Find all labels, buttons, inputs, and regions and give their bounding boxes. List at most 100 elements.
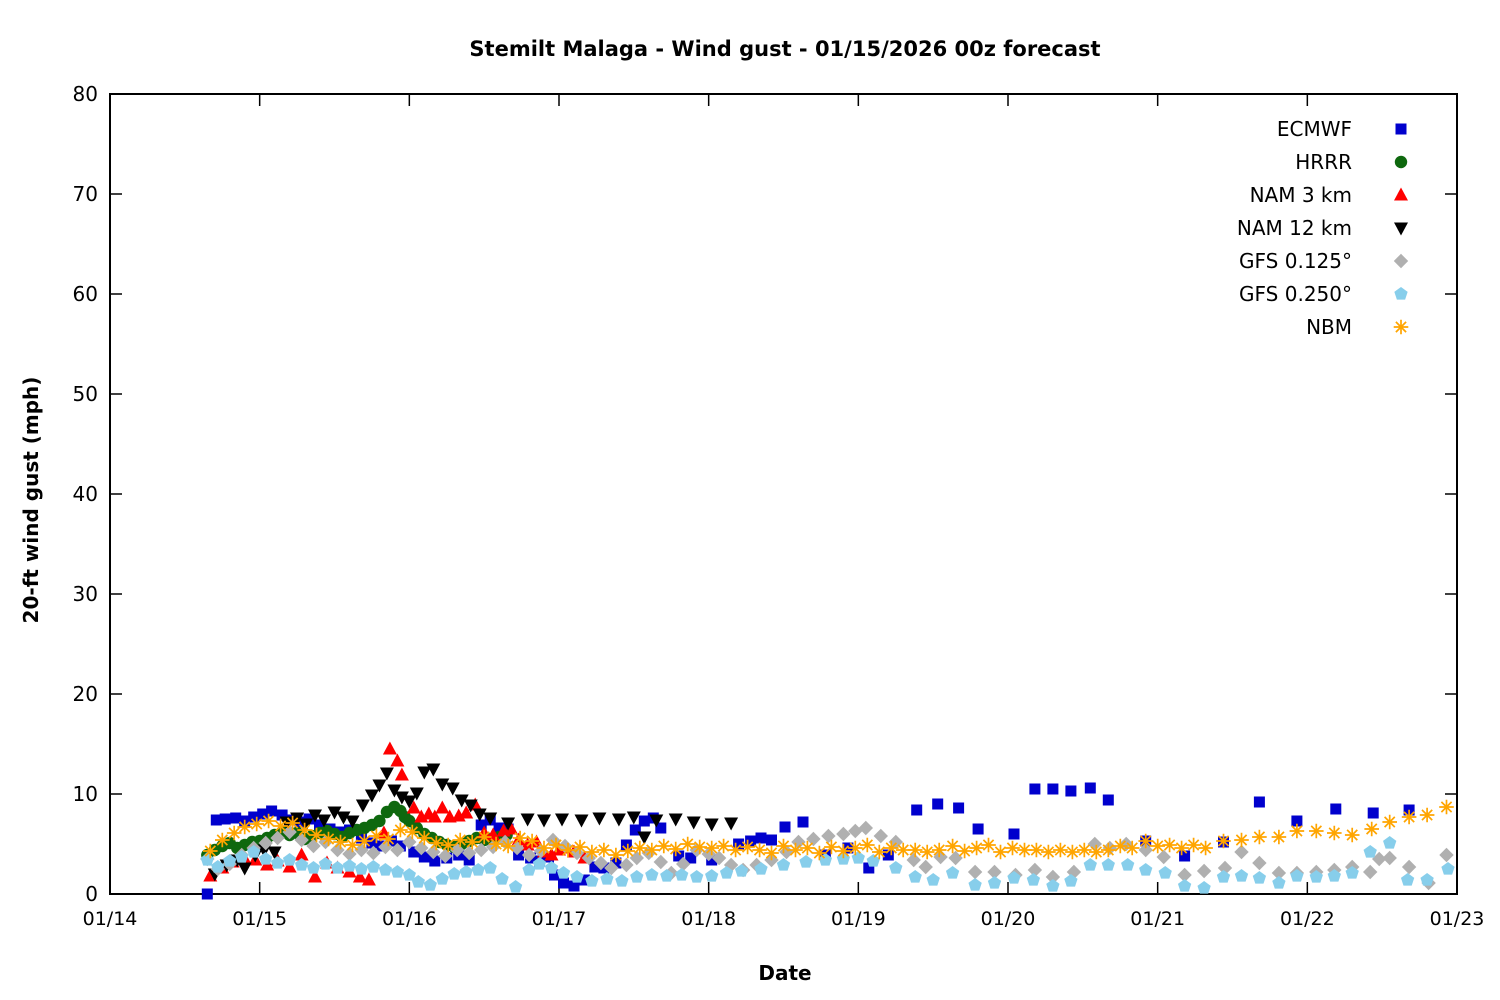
data-point-marker — [471, 863, 485, 876]
data-point-marker — [1027, 862, 1043, 878]
y-tick-label: 80 — [73, 82, 98, 106]
data-point-marker — [454, 794, 469, 808]
data-point-marker — [237, 819, 252, 835]
data-point-marker — [799, 855, 813, 868]
data-point-marker — [592, 812, 607, 826]
data-point-marker — [1363, 845, 1377, 858]
x-tick-label: 01/23 — [1430, 908, 1485, 930]
data-point-marker — [402, 868, 416, 881]
x-tick-label: 01/17 — [532, 908, 587, 930]
data-point-marker — [1330, 803, 1342, 815]
data-point-marker — [476, 829, 492, 845]
data-point-marker — [1439, 847, 1454, 863]
data-point-marker — [1047, 783, 1059, 795]
data-point-marker — [495, 872, 509, 885]
data-point-marker — [1138, 842, 1153, 858]
data-point-marker — [475, 819, 487, 831]
data-point-marker — [1289, 823, 1305, 839]
data-point-marker — [1400, 873, 1415, 886]
y-tick-label: 50 — [73, 382, 98, 406]
data-point-marker — [953, 802, 965, 814]
data-point-marker — [355, 799, 370, 813]
gfs-0-125-marker-icon — [1393, 253, 1409, 269]
data-point-marker — [1029, 842, 1044, 858]
data-point-marker — [926, 873, 940, 886]
data-point-marker — [1017, 842, 1032, 858]
data-point-marker — [472, 808, 487, 822]
data-point-marker — [294, 847, 309, 861]
data-point-marker — [210, 814, 222, 826]
data-point-marker — [630, 870, 644, 883]
data-point-marker — [610, 857, 622, 869]
data-point-marker — [629, 824, 641, 836]
x-tick-label: 01/22 — [1280, 908, 1335, 930]
data-point-marker — [655, 822, 667, 834]
data-point-marker — [863, 862, 875, 874]
data-point-marker — [1327, 869, 1341, 882]
data-point-marker — [352, 869, 367, 883]
data-point-marker — [459, 865, 473, 878]
data-point-marker — [560, 842, 576, 858]
data-point-marker — [520, 813, 535, 827]
data-point-marker — [1041, 844, 1056, 860]
data-point-marker — [1401, 859, 1417, 875]
data-point-marker — [409, 787, 424, 801]
data-point-marker — [668, 841, 684, 857]
data-point-marker — [764, 845, 779, 861]
legend-item-nam-3-km: NAM 3 km — [1250, 183, 1408, 207]
data-point-marker — [394, 791, 409, 805]
data-point-marker — [512, 830, 528, 846]
y-tick-label: 40 — [73, 482, 98, 506]
data-point-marker — [235, 850, 249, 863]
data-point-marker — [608, 847, 624, 863]
data-point-marker — [600, 872, 614, 885]
data-point-marker — [426, 844, 441, 860]
data-point-marker — [1158, 866, 1172, 879]
data-point-marker — [987, 876, 1002, 889]
data-point-marker — [882, 849, 894, 861]
data-point-marker — [247, 845, 261, 858]
data-point-marker — [749, 857, 764, 873]
data-point-marker — [1177, 867, 1192, 883]
data-point-marker — [308, 809, 322, 823]
data-point-marker — [294, 816, 306, 828]
data-point-marker — [1271, 865, 1287, 881]
data-point-marker — [452, 832, 468, 848]
legend-label: GFS 0.125° — [1239, 249, 1352, 273]
data-point-marker — [1252, 855, 1267, 871]
data-point-marker — [957, 843, 972, 859]
data-point-marker — [544, 861, 559, 874]
data-point-marker — [270, 830, 285, 846]
data-point-marker — [483, 861, 497, 874]
data-point-marker — [1344, 827, 1360, 843]
data-point-marker — [509, 840, 525, 856]
data-point-marker — [1064, 874, 1078, 887]
data-point-marker — [776, 838, 791, 854]
data-point-marker — [1364, 821, 1379, 837]
data-point-marker — [1083, 858, 1097, 871]
data-point-marker — [945, 838, 960, 854]
data-point-marker — [1084, 782, 1096, 794]
data-point-marker — [549, 869, 560, 881]
data-point-marker — [366, 845, 381, 861]
data-point-marker — [1363, 864, 1378, 880]
legend-item-gfs-0-125: GFS 0.125° — [1239, 249, 1409, 273]
data-point-marker — [267, 846, 282, 860]
data-point-marker — [501, 817, 516, 831]
data-point-marker — [611, 813, 626, 827]
data-point-marker — [680, 836, 696, 852]
data-point-marker — [230, 812, 242, 824]
data-point-marker — [1367, 807, 1379, 819]
data-point-marker — [1197, 881, 1211, 894]
data-point-marker — [558, 877, 569, 889]
data-point-marker — [270, 856, 285, 869]
data-point-marker — [847, 840, 863, 856]
data-point-marker — [1253, 796, 1265, 808]
legend-label: NBM — [1306, 315, 1352, 339]
data-point-marker — [745, 835, 757, 847]
data-point-marker — [257, 808, 269, 820]
data-point-marker — [357, 833, 372, 849]
data-point-marker — [596, 842, 612, 858]
data-point-marker — [261, 813, 276, 829]
